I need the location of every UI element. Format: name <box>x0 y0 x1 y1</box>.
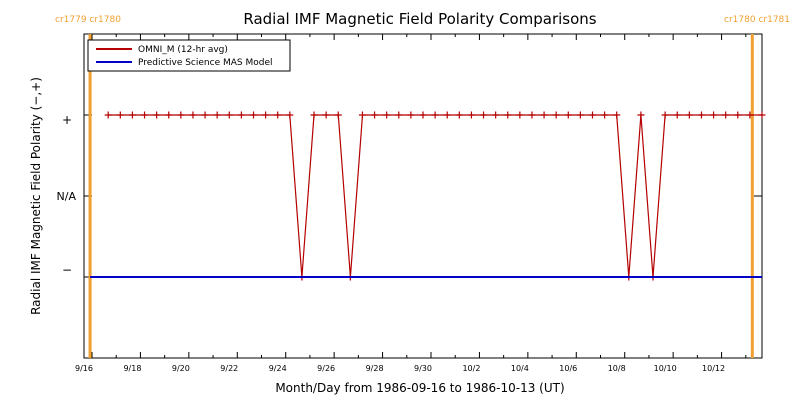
legend: OMNI_M (12-hr avg) Predictive Science MA… <box>87 39 291 72</box>
x-tick-label: 9/30 <box>414 364 432 373</box>
omni-data-point <box>395 111 403 119</box>
cr-marker-left-label: cr1779 cr1780 <box>55 15 121 25</box>
x-tick-labels: 9/16 9/18 9/20 9/22 9/24 9/26 9/28 9/30 10/2 10/4… <box>75 364 725 373</box>
y-tick-label-minus: − <box>62 263 72 277</box>
omni-series-line <box>108 114 762 278</box>
omni-data-point <box>613 111 621 119</box>
x-tick-label: 9/28 <box>366 364 384 373</box>
x-tick-label: 9/22 <box>220 364 238 373</box>
x-tick-label: 9/16 <box>75 364 93 373</box>
omni-data-point <box>165 111 173 119</box>
omni-data-point <box>189 111 197 119</box>
series-lines <box>90 111 766 281</box>
x-tick-label: 10/10 <box>654 364 677 373</box>
omni-data-point <box>310 111 318 119</box>
omni-data-point <box>213 111 221 119</box>
omni-data-point <box>516 111 524 119</box>
x-tick-label: 10/12 <box>702 364 725 373</box>
legend-box <box>87 39 291 72</box>
omni-data-point <box>576 111 584 119</box>
omni-data-point <box>104 111 112 119</box>
omni-data-point <box>274 111 282 119</box>
legend-label-omni: OMNI_M (12-hr avg) <box>138 45 228 55</box>
omni-data-point <box>492 111 500 119</box>
omni-data-point <box>371 111 379 119</box>
omni-data-point <box>407 111 415 119</box>
omni-data-point <box>734 111 742 119</box>
omni-data-point <box>286 111 294 119</box>
omni-data-point <box>564 111 572 119</box>
omni-data-point <box>334 111 342 119</box>
omni-data-point <box>540 111 548 119</box>
omni-data-point <box>128 111 136 119</box>
omni-data-point <box>480 111 488 119</box>
omni-data-point <box>722 111 730 119</box>
cr-marker-right-label: cr1780 cr1781 <box>724 15 790 25</box>
omni-data-point <box>528 111 536 119</box>
omni-data-point <box>467 111 475 119</box>
omni-data-point <box>201 111 209 119</box>
omni-data-point <box>697 111 705 119</box>
omni-data-point <box>141 111 149 119</box>
carrington-markers <box>88 34 754 358</box>
omni-data-point <box>685 111 693 119</box>
omni-data-point <box>358 111 366 119</box>
omni-data-point <box>431 111 439 119</box>
omni-data-point <box>322 111 330 119</box>
legend-label-mas: Predictive Science MAS Model <box>138 58 273 68</box>
x-tick-label: 10/2 <box>462 364 480 373</box>
omni-data-point <box>710 111 718 119</box>
omni-data-point <box>746 111 754 119</box>
x-tick-label: 9/20 <box>172 364 190 373</box>
omni-data-point <box>552 111 560 119</box>
omni-data-point <box>419 111 427 119</box>
omni-data-point <box>116 111 124 119</box>
y-axis-label: Radial IMF Magnetic Field Polarity (−,+) <box>29 77 43 315</box>
chart-title: Radial IMF Magnetic Field Polarity Compa… <box>243 10 596 28</box>
y-tick-label-plus: + <box>62 113 72 127</box>
x-tick-label: 10/6 <box>559 364 577 373</box>
omni-data-point <box>225 111 233 119</box>
omni-data-point <box>177 111 185 119</box>
omni-data-point <box>673 111 681 119</box>
y-tick-labels: + N/A − <box>57 113 77 277</box>
x-tick-label: 9/24 <box>269 364 287 373</box>
omni-data-point <box>589 111 596 119</box>
omni-data-point <box>237 111 245 119</box>
omni-data-point <box>758 111 766 119</box>
omni-data-point <box>383 111 391 119</box>
y-tick-label-na: N/A <box>57 190 77 203</box>
plot-area-frame <box>83 33 763 359</box>
omni-data-point <box>455 111 463 119</box>
omni-data-point <box>153 111 161 119</box>
omni-data-point <box>443 111 451 119</box>
omni-data-point <box>661 111 669 119</box>
x-tick-label: 9/18 <box>123 364 141 373</box>
axis-ticks <box>84 34 762 358</box>
x-tick-label: 10/8 <box>608 364 626 373</box>
x-axis-label: Month/Day from 1986-09-16 to 1986-10-13 … <box>275 381 564 395</box>
x-tick-label: 9/26 <box>317 364 335 373</box>
omni-data-point <box>504 111 512 119</box>
omni-data-point <box>262 111 270 119</box>
omni-data-point <box>637 111 645 119</box>
omni-data-point <box>250 111 257 119</box>
x-tick-label: 10/4 <box>511 364 529 373</box>
omni-data-point <box>601 111 609 119</box>
